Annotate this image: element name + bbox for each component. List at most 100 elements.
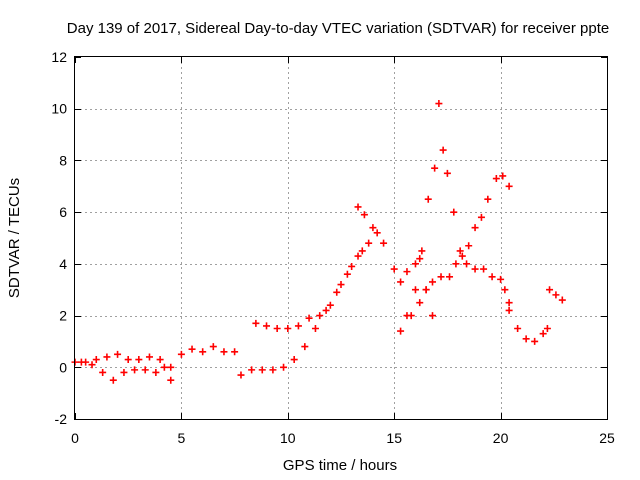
- data-point: [88, 361, 96, 369]
- data-point: [484, 195, 492, 203]
- data-point: [280, 363, 288, 371]
- points-layer: [71, 100, 566, 384]
- chart-title: Day 139 of 2017, Sidereal Day-to-day VTE…: [67, 20, 609, 37]
- data-point: [403, 268, 411, 276]
- data-point: [294, 322, 302, 330]
- data-point: [435, 100, 443, 108]
- data-point: [505, 182, 513, 190]
- data-point: [167, 376, 175, 384]
- x-tick-label: 5: [178, 430, 186, 446]
- data-point: [477, 213, 485, 221]
- data-point: [258, 366, 266, 374]
- data-point: [354, 252, 362, 260]
- data-point: [237, 371, 245, 379]
- y-tick-label: 0: [59, 359, 67, 375]
- data-point: [326, 301, 334, 309]
- data-point: [552, 291, 560, 299]
- data-point: [397, 327, 405, 335]
- series-pass-g: [407, 172, 513, 320]
- data-point: [209, 343, 217, 351]
- data-point: [431, 164, 439, 172]
- y-tick-label: 4: [59, 256, 67, 272]
- data-point: [305, 314, 313, 322]
- data-point: [248, 366, 256, 374]
- y-tick-label: 8: [59, 152, 67, 168]
- data-point: [145, 353, 153, 361]
- data-point: [446, 273, 454, 281]
- data-point: [480, 265, 488, 273]
- data-point: [343, 270, 351, 278]
- x-tick-label: 10: [280, 430, 296, 446]
- data-point: [522, 335, 530, 343]
- data-point: [418, 247, 426, 255]
- grid-layer: [75, 57, 607, 419]
- data-point: [316, 312, 324, 320]
- x-tick-label: 20: [493, 430, 509, 446]
- x-tick-label: 25: [599, 430, 615, 446]
- data-point: [543, 325, 551, 332]
- data-point: [501, 286, 509, 294]
- data-point: [231, 348, 239, 356]
- data-point: [558, 296, 566, 304]
- data-point: [373, 229, 381, 237]
- data-point: [458, 252, 466, 260]
- data-point: [99, 368, 107, 376]
- data-point: [358, 247, 366, 255]
- data-point: [416, 255, 424, 263]
- data-point: [177, 350, 185, 358]
- data-point: [290, 356, 298, 364]
- data-point: [92, 356, 100, 364]
- data-point: [273, 325, 281, 332]
- data-point: [499, 172, 507, 180]
- data-point: [348, 262, 356, 270]
- series-pass-h: [416, 255, 437, 320]
- plot-frame: [74, 56, 608, 420]
- data-point: [333, 288, 341, 296]
- data-point: [114, 350, 122, 358]
- data-point: [411, 260, 419, 268]
- data-point: [124, 356, 132, 364]
- data-point: [135, 356, 143, 364]
- data-point: [488, 273, 496, 281]
- data-point: [546, 286, 554, 294]
- data-point: [131, 366, 139, 374]
- x-tick-label: 0: [71, 430, 79, 446]
- data-point: [156, 356, 164, 364]
- data-point: [505, 299, 513, 307]
- data-point: [263, 322, 271, 330]
- data-point: [380, 239, 388, 247]
- data-point: [301, 343, 309, 351]
- series-pass-b: [77, 358, 175, 384]
- data-point: [77, 358, 85, 366]
- ticks-layer: [75, 57, 608, 420]
- data-point: [492, 175, 500, 183]
- data-point: [407, 312, 415, 320]
- y-tick-label: 10: [51, 101, 67, 117]
- data-point: [422, 286, 430, 294]
- series-pass-d: [252, 224, 377, 332]
- data-point: [152, 368, 160, 376]
- data-point: [167, 363, 175, 371]
- x-axis-label: GPS time / hours: [283, 457, 397, 474]
- data-point: [531, 337, 539, 345]
- data-point: [120, 368, 128, 376]
- series-pass-e: [354, 203, 368, 219]
- data-point: [471, 224, 479, 232]
- data-point: [439, 146, 447, 154]
- data-point: [199, 348, 207, 356]
- data-point: [411, 286, 419, 294]
- data-point: [311, 325, 319, 332]
- y-tick-label: 12: [51, 49, 67, 65]
- data-point: [322, 306, 330, 314]
- data-point: [429, 312, 437, 320]
- series-pass-f: [397, 100, 513, 335]
- data-point: [354, 203, 362, 211]
- y-tick-label: -2: [55, 411, 68, 427]
- data-point: [390, 265, 398, 273]
- data-point: [252, 319, 260, 327]
- data-point: [437, 273, 445, 281]
- series-pass-c: [237, 229, 419, 379]
- data-point: [416, 299, 424, 307]
- data-point: [103, 353, 111, 361]
